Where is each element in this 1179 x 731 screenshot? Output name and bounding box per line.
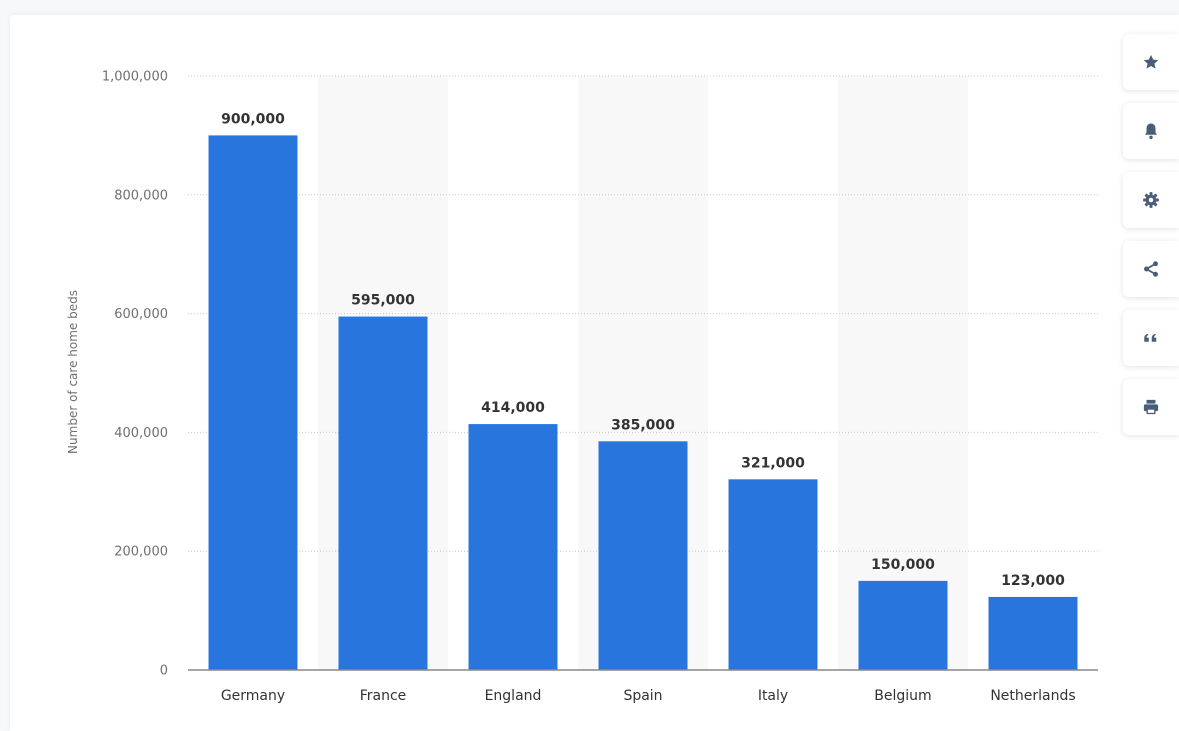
y-axis-label: Number of care home beds [66,290,80,454]
bell-icon [1143,122,1159,140]
bar[interactable] [598,441,688,670]
bar-chart: 0 200,000 400,000 600,000 800,000 1,000,000 9… [66,70,1098,704]
data-label: 150,000 [871,557,935,573]
y-tick-label: 400,000 [114,426,168,441]
data-label: 123,000 [1001,573,1065,589]
data-label: 900,000 [221,111,285,127]
x-tick-label: Netherlands [990,688,1075,704]
print-icon [1142,398,1160,416]
category-band [838,76,968,670]
data-label: 595,000 [351,293,415,309]
bar[interactable] [858,580,948,670]
x-tick-label: Spain [623,688,662,704]
favorite-button[interactable] [1123,34,1179,90]
bar[interactable] [338,316,428,670]
cite-button[interactable] [1123,310,1179,366]
x-axis-ticks: Germany France England Spain Italy Belgium Net… [221,688,1076,704]
notification-button[interactable] [1123,103,1179,159]
chart-card: 0 200,000 400,000 600,000 800,000 1,000,000 9… [10,15,1179,731]
share-button[interactable] [1123,241,1179,297]
print-button[interactable] [1123,379,1179,435]
y-tick-label: 1,000,000 [102,70,168,85]
x-tick-label: Italy [758,688,788,704]
y-tick-label: 0 [160,664,168,679]
data-label: 414,000 [481,400,545,416]
bar[interactable] [468,424,558,670]
y-tick-label: 200,000 [114,545,168,560]
chart-toolbar [1123,34,1179,448]
bar[interactable] [988,596,1078,670]
bar[interactable] [208,135,298,670]
x-tick-label: Germany [221,688,285,704]
data-label: 321,000 [741,455,805,471]
star-icon [1142,53,1160,71]
settings-button[interactable] [1123,172,1179,228]
quote-icon [1142,329,1160,347]
y-axis-ticks: 0 200,000 400,000 600,000 800,000 1,000,000 [102,70,168,679]
gear-icon [1142,191,1160,209]
x-tick-label: France [360,688,407,704]
category-bands [318,76,968,670]
y-tick-label: 600,000 [114,307,168,322]
bars [208,135,1078,670]
x-tick-label: England [485,688,542,704]
bar[interactable] [728,479,818,670]
data-label: 385,000 [611,417,675,433]
share-icon [1142,260,1160,278]
data-labels: 900,000 595,000 414,000 385,000 321,000 150,0… [221,111,1065,589]
y-tick-label: 800,000 [114,188,168,203]
x-tick-label: Belgium [874,688,931,704]
